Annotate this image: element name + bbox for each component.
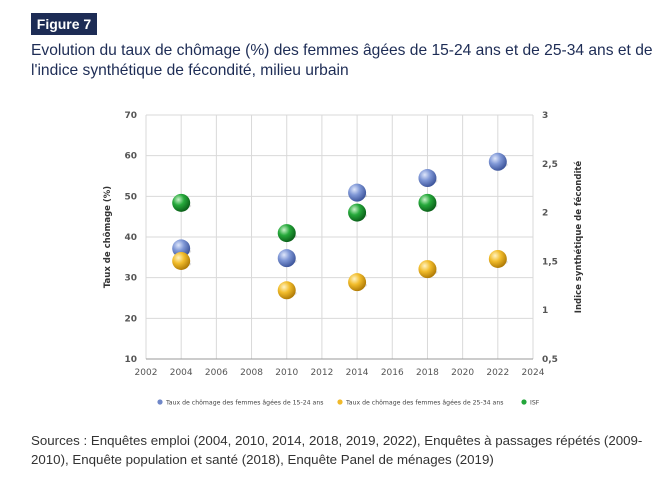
legend-item-15-24-marker — [157, 399, 163, 405]
point-unemployment-25-34 — [172, 251, 191, 270]
x-tick-label: 2012 — [310, 368, 333, 378]
point-isf — [172, 193, 191, 212]
x-tick-label: 2016 — [381, 368, 404, 378]
y2-tick-label: 1,5 — [542, 257, 558, 267]
y-axis-title: Taux de chômage (%) — [102, 186, 113, 288]
point-isf — [418, 193, 437, 212]
x-tick-label: 2018 — [416, 368, 439, 378]
y-tick-label: 20 — [124, 314, 137, 324]
data-points — [172, 152, 508, 300]
point-unemployment-15-24 — [488, 152, 507, 171]
grid — [145, 114, 534, 360]
x-tick-label: 2022 — [486, 368, 509, 378]
y2-tick-label: 3 — [542, 111, 548, 121]
point-unemployment-15-24 — [418, 169, 437, 188]
y-tick-label: 40 — [124, 233, 137, 243]
axes: 2002 2004 2006 2008 2010 2012 2014 2016 2018 2020… — [102, 111, 584, 378]
figure-label: Figure 7 — [31, 13, 97, 35]
legend-item-25-34-label: Taux de chômage des femmes âgées de 25-3… — [345, 399, 504, 407]
y-tick-label: 60 — [124, 152, 137, 162]
y-tick-label: 50 — [124, 192, 137, 202]
x-tick-label: 2006 — [205, 368, 228, 378]
y-tick-label: 70 — [124, 111, 137, 121]
point-unemployment-25-34 — [277, 281, 296, 300]
chart-title: Evolution du taux de chômage (%) des fem… — [31, 42, 653, 79]
x-tick-label: 2010 — [275, 368, 298, 378]
x-tick-label: 2004 — [170, 368, 193, 378]
legend-item-25-34-marker — [337, 399, 343, 405]
y2-tick-label: 0,5 — [542, 355, 558, 365]
point-unemployment-25-34 — [418, 260, 437, 279]
y2-tick-label: 2 — [542, 209, 548, 219]
legend-item-isf-marker — [521, 399, 527, 405]
point-unemployment-15-24 — [172, 239, 191, 258]
y2-tick-label: 2,5 — [542, 160, 558, 170]
point-unemployment-25-34 — [348, 273, 367, 292]
point-unemployment-15-24 — [348, 183, 367, 202]
legend-item-isf-label: ISF — [530, 400, 540, 407]
chart-svg: 2002 2004 2006 2008 2010 2012 2014 2016 2018 2020… — [102, 111, 584, 407]
x-tick-label: 2024 — [522, 368, 545, 378]
x-tick-label: 2008 — [240, 368, 263, 378]
y-tick-label: 10 — [124, 355, 137, 365]
x-tick-label: 2014 — [346, 368, 369, 378]
chart: 2002 2004 2006 2008 2010 2012 2014 2016 2018 2020… — [0, 100, 669, 420]
y2-axis-title: Indice synthétique de fécondité — [573, 161, 584, 314]
y-tick-label: 30 — [124, 274, 137, 284]
sources-note: Sources : Enquêtes emploi (2004, 2010, 2… — [31, 433, 643, 467]
legend-item-15-24-label: Taux de chômage des femmes âgées de 15-2… — [165, 399, 324, 407]
point-unemployment-25-34 — [488, 249, 507, 268]
legend: Taux de chômage des femmes âgées de 15-2… — [157, 399, 540, 407]
x-tick-label: 2002 — [135, 368, 158, 378]
point-isf — [348, 203, 367, 222]
point-unemployment-15-24 — [277, 249, 296, 268]
point-isf — [277, 224, 296, 243]
y2-tick-label: 1 — [542, 306, 548, 316]
x-tick-label: 2020 — [451, 368, 474, 378]
